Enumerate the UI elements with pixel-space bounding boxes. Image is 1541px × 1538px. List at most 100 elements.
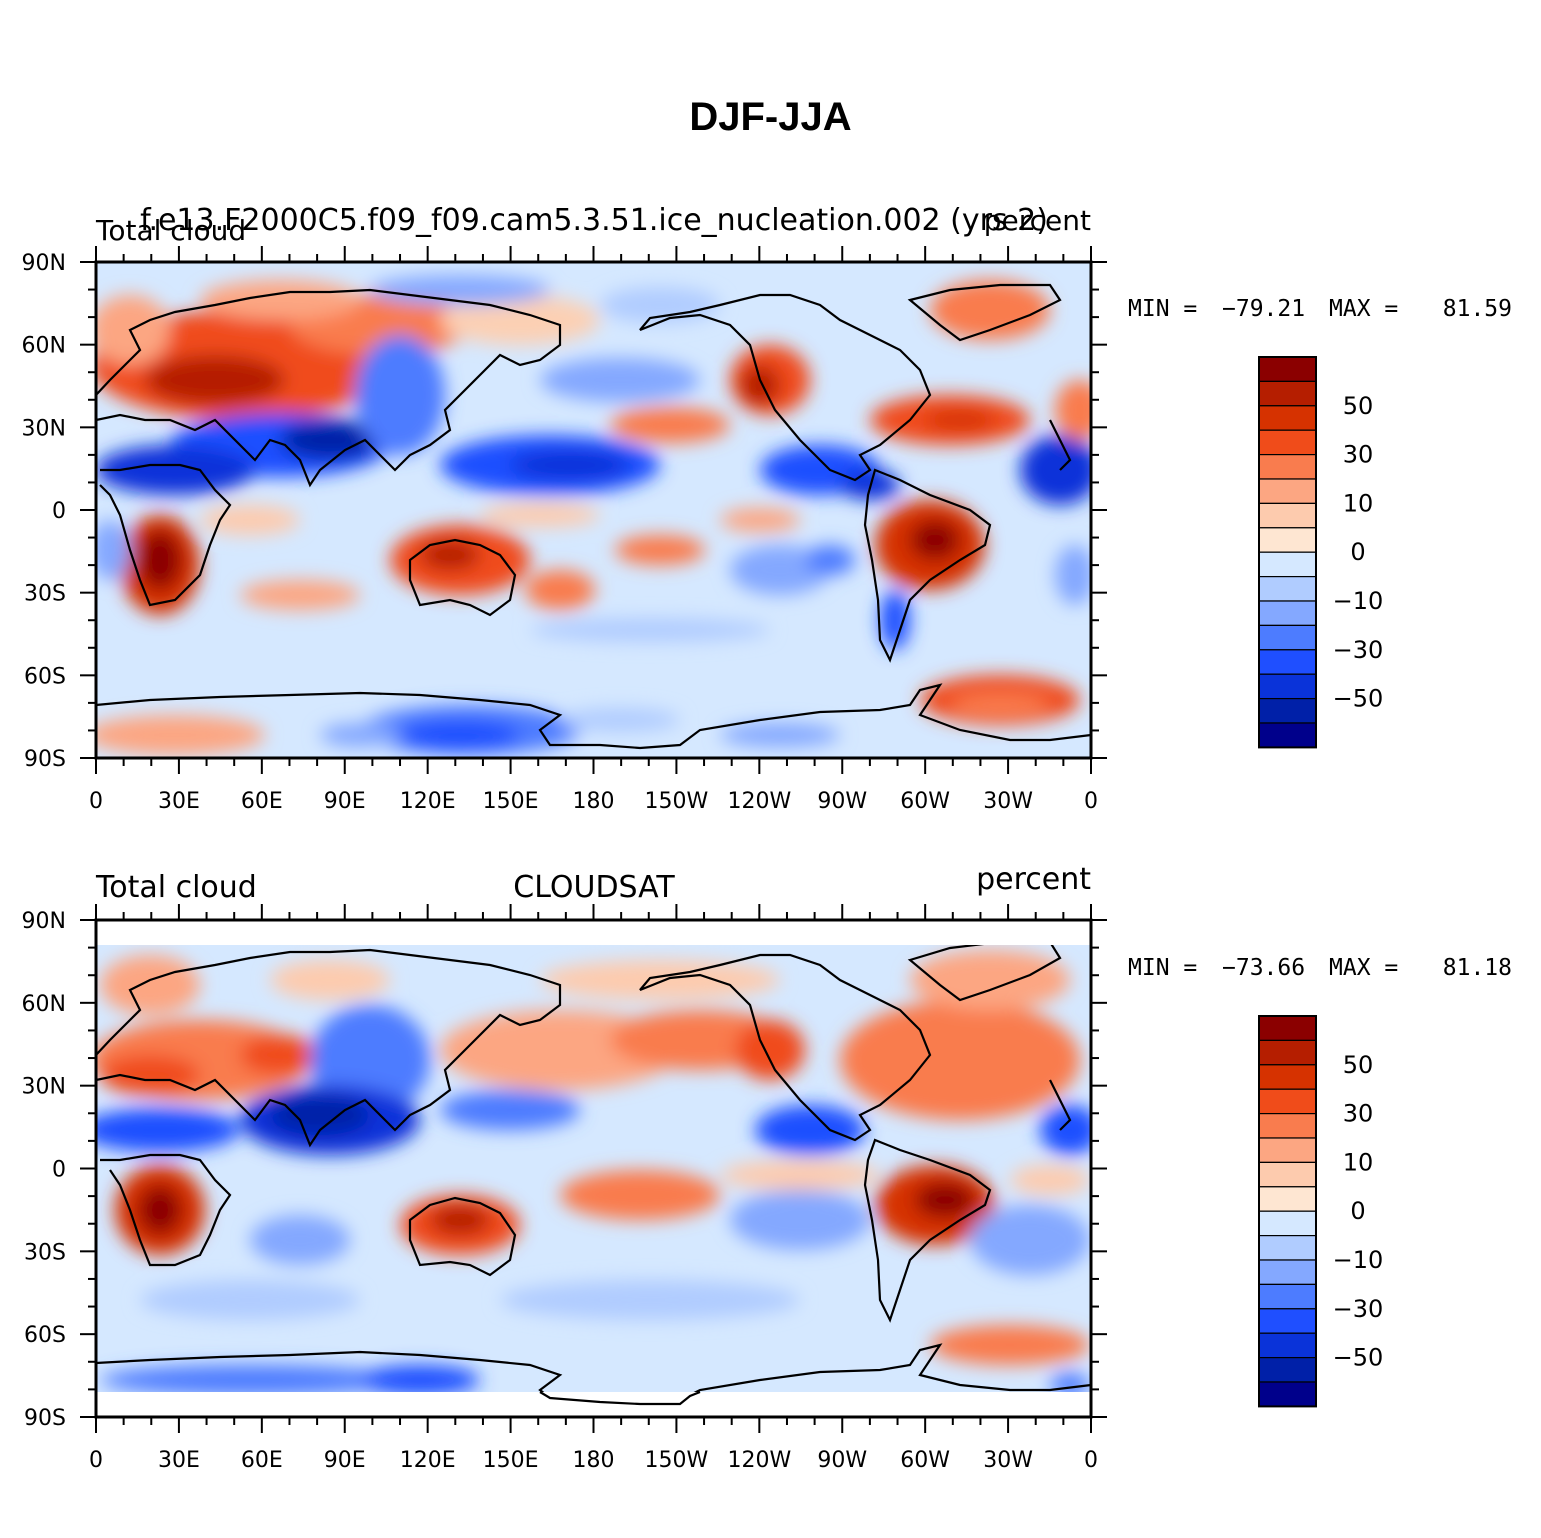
colorbar-swatch bbox=[1258, 673, 1317, 700]
colorbar-swatch bbox=[1258, 1015, 1317, 1041]
bottom-x-tick-labels: 0 30E 60E 90E 120E 150E 180 150W 120W 90W 60W 30W 0 bbox=[89, 1448, 1098, 1473]
y-tick-label: 0 bbox=[52, 499, 66, 524]
x-tick-label: 120W bbox=[727, 789, 791, 814]
colorbar-swatch bbox=[1258, 1234, 1317, 1261]
colorbar-swatch bbox=[1258, 1137, 1317, 1163]
top-right-string: percent bbox=[984, 204, 1091, 237]
colorbar-swatch bbox=[1258, 1356, 1317, 1383]
colorbar-swatch bbox=[1258, 429, 1317, 456]
colorbar-label: 30 bbox=[1343, 441, 1374, 469]
x-tick-label: 180 bbox=[573, 1448, 615, 1473]
x-tick-label: 150E bbox=[483, 1448, 539, 1473]
x-tick-label: 120E bbox=[400, 789, 456, 814]
x-tick-label: 90E bbox=[324, 1448, 366, 1473]
top-panel: Total cloud f.e13.F2000C5.f09_f09.cam5.3… bbox=[22, 203, 1512, 814]
bottom-min-max: MIN = −73.66 MAX = 81.18 bbox=[1128, 955, 1512, 981]
colorbar-label: 10 bbox=[1343, 1148, 1374, 1176]
x-tick-label: 0 bbox=[1084, 789, 1098, 814]
bottom-right-string: percent bbox=[976, 862, 1091, 897]
colorbar-swatch bbox=[1258, 405, 1317, 431]
top-coastlines bbox=[96, 283, 1091, 750]
colorbar-swatch bbox=[1258, 1039, 1317, 1066]
bottom-antarctic-outline bbox=[539, 1390, 701, 1406]
colorbar-swatch bbox=[1258, 1259, 1317, 1285]
bottom-panel: Total cloud CLOUDSAT percent bbox=[22, 862, 1512, 1473]
colorbar-swatch bbox=[1258, 1332, 1317, 1359]
top-left-string: Total cloud bbox=[95, 214, 246, 247]
y-tick-label: 90N bbox=[22, 909, 66, 934]
colorbar-label: 50 bbox=[1343, 1051, 1374, 1079]
main-title: DJF-JJA bbox=[689, 95, 852, 139]
colorbar-swatch bbox=[1258, 1210, 1317, 1237]
colorbar-label: −10 bbox=[1333, 1246, 1384, 1274]
top-min-label: MIN = bbox=[1128, 296, 1197, 322]
colorbar-swatch bbox=[1258, 1283, 1317, 1310]
colorbar-swatch bbox=[1258, 1064, 1317, 1090]
colorbar-label: −50 bbox=[1333, 685, 1384, 713]
colorbar-label: −30 bbox=[1333, 636, 1384, 664]
x-tick-label: 30E bbox=[158, 1448, 200, 1473]
colorbar-swatch bbox=[1258, 502, 1317, 529]
x-tick-label: 180 bbox=[573, 789, 615, 814]
y-tick-label: 0 bbox=[52, 1158, 66, 1183]
top-x-tick-labels: 0 30E 60E 90E 120E 150E 180 150W 120W 90W 60W 30W 0 bbox=[89, 789, 1098, 814]
x-tick-label: 90W bbox=[817, 789, 867, 814]
x-tick-label: 120E bbox=[400, 1448, 456, 1473]
colorbar-swatch bbox=[1258, 1381, 1317, 1407]
colorbar-swatch bbox=[1258, 697, 1317, 724]
y-tick-label: 60N bbox=[22, 334, 66, 359]
y-tick-label: 90S bbox=[24, 747, 66, 772]
colorbar-frame bbox=[1258, 1015, 1317, 1408]
x-tick-label: 60E bbox=[241, 789, 283, 814]
x-tick-label: 30W bbox=[983, 1448, 1033, 1473]
colorbar-swatch bbox=[1258, 356, 1317, 382]
y-tick-label: 30N bbox=[22, 1075, 66, 1100]
colorbar-swatch bbox=[1258, 649, 1317, 675]
top-max-label: MAX = bbox=[1329, 296, 1398, 322]
bottom-left-string: Total cloud bbox=[95, 870, 257, 905]
y-tick-label: 30S bbox=[24, 582, 66, 607]
colorbar-swatch bbox=[1258, 478, 1317, 504]
top-axis-ticks bbox=[80, 246, 1107, 774]
x-tick-label: 150E bbox=[483, 789, 539, 814]
x-tick-label: 0 bbox=[89, 789, 103, 814]
colorbar-label: −50 bbox=[1333, 1344, 1384, 1372]
y-tick-label: 90N bbox=[22, 251, 66, 276]
x-tick-label: 60W bbox=[900, 789, 950, 814]
x-tick-label: 120W bbox=[727, 1448, 791, 1473]
top-y-tick-labels: 90N 60N 30N 0 30S 60S 90S bbox=[22, 251, 66, 772]
colorbar-label: 10 bbox=[1343, 489, 1374, 517]
colorbar-frame bbox=[1258, 356, 1317, 749]
colorbar-label: −10 bbox=[1333, 587, 1384, 615]
x-tick-label: 60E bbox=[241, 1448, 283, 1473]
top-min-value: −79.21 bbox=[1222, 296, 1305, 322]
x-tick-label: 0 bbox=[1084, 1448, 1098, 1473]
colorbar-label: 50 bbox=[1343, 392, 1374, 420]
y-tick-label: 60S bbox=[24, 1323, 66, 1348]
colorbar-label: 0 bbox=[1350, 538, 1365, 566]
colorbar-swatch bbox=[1258, 1186, 1317, 1212]
colorbar-swatch bbox=[1258, 454, 1317, 480]
top-max-value: 81.59 bbox=[1443, 296, 1512, 322]
x-tick-label: 90E bbox=[324, 789, 366, 814]
colorbar-swatch bbox=[1258, 380, 1317, 407]
top-center-string: f.e13.F2000C5.f09_f09.cam5.3.51.ice_nucl… bbox=[140, 203, 1048, 238]
bottom-y-tick-labels: 90N 60N 30N 0 30S 60S 90S bbox=[22, 909, 66, 1431]
colorbar-swatch bbox=[1258, 624, 1317, 651]
top-min-max: MIN = −79.21 MAX = 81.59 bbox=[1128, 296, 1512, 322]
y-tick-label: 90S bbox=[24, 1406, 66, 1431]
colorbar-label: 0 bbox=[1350, 1197, 1365, 1225]
x-tick-label: 60W bbox=[900, 1448, 950, 1473]
colorbar-swatch bbox=[1258, 527, 1317, 553]
y-tick-label: 30S bbox=[24, 1240, 66, 1265]
colorbar-swatch bbox=[1258, 600, 1317, 626]
x-tick-label: 150W bbox=[645, 789, 709, 814]
x-tick-label: 90W bbox=[817, 1448, 867, 1473]
colorbar-label: −30 bbox=[1333, 1295, 1384, 1323]
bottom-max-value: 81.18 bbox=[1443, 955, 1512, 981]
colorbar-swatch bbox=[1258, 1112, 1317, 1139]
x-tick-label: 30W bbox=[983, 789, 1033, 814]
colorbar-swatch bbox=[1258, 575, 1317, 602]
bottom-center-string: CLOUDSAT bbox=[513, 870, 675, 905]
bottom-axis-ticks bbox=[80, 904, 1107, 1433]
